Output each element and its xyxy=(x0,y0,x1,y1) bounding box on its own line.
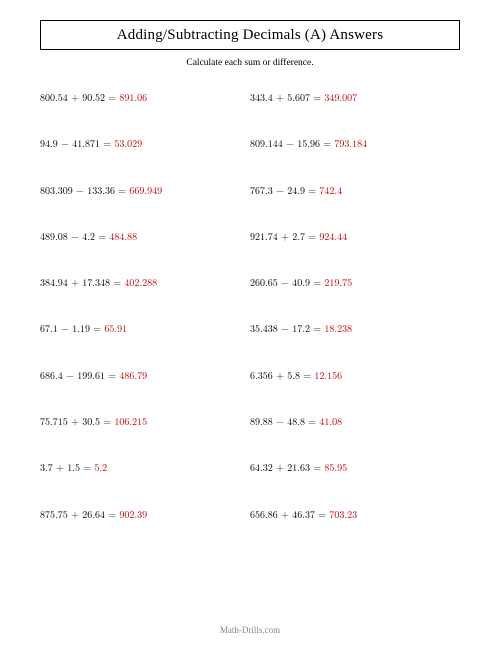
problem-row: 384.94 + 17.348 = 402.288 xyxy=(40,277,250,289)
problem-row: 35.438 − 17.2 = 18.238 xyxy=(250,323,460,335)
problem-row: 767.3 − 24.9 = 742.4 xyxy=(250,185,460,197)
answer: 486.79 xyxy=(119,371,147,381)
answer: 349.007 xyxy=(324,93,357,103)
answer: 5.2 xyxy=(94,463,107,473)
problem-row: 3.7 + 1.5 = 5.2 xyxy=(40,462,250,474)
expression: 75.715 + 30.5 = xyxy=(40,417,114,427)
footer-text: Math-Drills.com xyxy=(0,625,500,635)
problem-row: 686.4 − 199.61 = 486.79 xyxy=(40,370,250,382)
expression: 89.88 − 48.8 = xyxy=(250,417,319,427)
answer: 742.4 xyxy=(319,186,342,196)
answer: 902.39 xyxy=(119,510,147,520)
expression: 343.4 + 5.607 = xyxy=(250,93,324,103)
answer: 891.06 xyxy=(119,93,147,103)
title-box: Adding/Subtracting Decimals (A) Answers xyxy=(40,20,460,50)
expression: 64.32 + 21.63 = xyxy=(250,463,324,473)
expression: 260.65 − 40.9 = xyxy=(250,278,324,288)
expression: 384.94 + 17.348 = xyxy=(40,278,124,288)
expression: 803.309 − 133.36 = xyxy=(40,186,129,196)
left-column: 800.54 + 90.52 = 891.06 94.9 − 41.871 = … xyxy=(40,92,250,555)
page-title: Adding/Subtracting Decimals (A) Answers xyxy=(117,27,384,43)
problem-row: 343.4 + 5.607 = 349.007 xyxy=(250,92,460,104)
expression: 686.4 − 199.61 = xyxy=(40,371,119,381)
problem-row: 800.54 + 90.52 = 891.06 xyxy=(40,92,250,104)
problem-row: 260.65 − 40.9 = 219.75 xyxy=(250,277,460,289)
problem-row: 489.08 − 4.2 = 484.88 xyxy=(40,231,250,243)
problem-row: 809.144 − 15.96 = 793.184 xyxy=(250,138,460,150)
expression: 809.144 − 15.96 = xyxy=(250,139,334,149)
problem-row: 921.74 + 2.7 = 924.44 xyxy=(250,231,460,243)
answer: 793.184 xyxy=(334,139,367,149)
expression: 875.75 + 26.64 = xyxy=(40,510,119,520)
answer: 85.95 xyxy=(324,463,347,473)
problem-row: 6.356 + 5.8 = 12.156 xyxy=(250,370,460,382)
answer: 18.238 xyxy=(324,324,352,334)
expression: 800.54 + 90.52 = xyxy=(40,93,119,103)
expression: 67.1 − 1.19 = xyxy=(40,324,104,334)
expression: 767.3 − 24.9 = xyxy=(250,186,319,196)
expression: 489.08 − 4.2 = xyxy=(40,232,109,242)
problem-row: 67.1 − 1.19 = 65.91 xyxy=(40,323,250,335)
answer: 669.949 xyxy=(129,186,162,196)
answer: 106.215 xyxy=(114,417,147,427)
problem-row: 89.88 − 48.8 = 41.08 xyxy=(250,416,460,428)
answer: 219.75 xyxy=(324,278,352,288)
problem-row: 875.75 + 26.64 = 902.39 xyxy=(40,509,250,521)
answer: 65.91 xyxy=(104,324,127,334)
problem-grid: 800.54 + 90.52 = 891.06 94.9 − 41.871 = … xyxy=(40,92,460,555)
answer: 703.23 xyxy=(329,510,357,520)
expression: 3.7 + 1.5 = xyxy=(40,463,94,473)
answer: 402.288 xyxy=(124,278,157,288)
instruction-text: Calculate each sum or difference. xyxy=(40,58,460,68)
problem-row: 656.86 + 46.37 = 703.23 xyxy=(250,509,460,521)
problem-row: 75.715 + 30.5 = 106.215 xyxy=(40,416,250,428)
expression: 656.86 + 46.37 = xyxy=(250,510,329,520)
problem-row: 64.32 + 21.63 = 85.95 xyxy=(250,462,460,474)
expression: 35.438 − 17.2 = xyxy=(250,324,324,334)
answer: 484.88 xyxy=(109,232,137,242)
problem-row: 94.9 − 41.871 = 53.029 xyxy=(40,138,250,150)
problem-row: 803.309 − 133.36 = 669.949 xyxy=(40,185,250,197)
expression: 6.356 + 5.8 = xyxy=(250,371,314,381)
answer: 12.156 xyxy=(314,371,342,381)
worksheet-page: Adding/Subtracting Decimals (A) Answers … xyxy=(0,0,500,647)
answer: 41.08 xyxy=(319,417,342,427)
answer: 53.029 xyxy=(114,139,142,149)
right-column: 343.4 + 5.607 = 349.007 809.144 − 15.96 … xyxy=(250,92,460,555)
answer: 924.44 xyxy=(319,232,347,242)
expression: 921.74 + 2.7 = xyxy=(250,232,319,242)
expression: 94.9 − 41.871 = xyxy=(40,139,114,149)
